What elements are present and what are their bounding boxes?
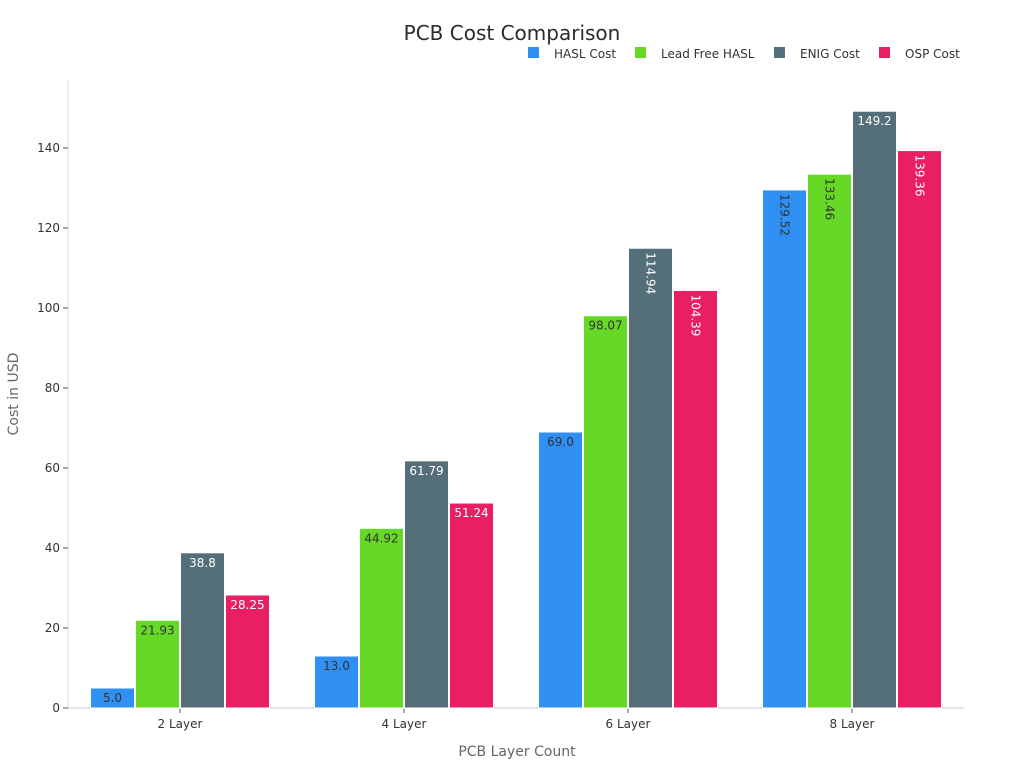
x-tick-label: 8 Layer	[830, 717, 875, 731]
legend-swatch	[879, 47, 890, 58]
bar	[225, 594, 270, 709]
bar-value-label: 5.0	[103, 691, 122, 705]
bar	[538, 431, 583, 709]
y-tick-label: 80	[45, 381, 60, 395]
x-ticks: 2 Layer 4 Layer 6 Layer 8 Layer	[158, 708, 875, 731]
legend-label: HASL Cost	[554, 47, 616, 61]
bar	[762, 189, 807, 709]
legend-swatch	[635, 47, 646, 58]
bar-value-label: 69.0	[547, 435, 574, 449]
bar-value-label: 61.79	[409, 464, 443, 478]
bar	[404, 460, 449, 709]
legend-label: OSP Cost	[905, 47, 960, 61]
bar	[897, 150, 942, 709]
x-tick-label: 4 Layer	[382, 717, 427, 731]
legend-label: ENIG Cost	[800, 47, 860, 61]
chart-title: PCB Cost Comparison	[404, 21, 621, 45]
bar	[449, 502, 494, 709]
bar	[807, 173, 852, 709]
y-tick-label: 40	[45, 541, 60, 555]
bar-value-label: 114.94	[644, 252, 658, 294]
bar	[180, 552, 225, 709]
y-tick-label: 100	[37, 301, 60, 315]
bar-value-label: 104.39	[689, 294, 703, 336]
bar	[583, 315, 628, 709]
bar-value-label: 133.46	[823, 178, 837, 220]
bar	[314, 655, 359, 709]
bar-value-label: 129.52	[778, 194, 792, 236]
x-tick-label: 6 Layer	[606, 717, 651, 731]
y-axis-title: Cost in USD	[6, 353, 22, 436]
bar	[852, 110, 897, 709]
legend-label: Lead Free HASL	[661, 47, 755, 61]
y-tick-label: 120	[37, 221, 60, 235]
bar-value-label: 13.0	[323, 659, 350, 673]
bar	[135, 619, 180, 709]
bar	[673, 289, 718, 709]
bar-value-label: 139.36	[913, 155, 927, 197]
bar	[628, 247, 673, 709]
y-tick-label: 20	[45, 621, 60, 635]
y-tick-label: 60	[45, 461, 60, 475]
bar-value-label: 44.92	[364, 531, 398, 545]
bar	[90, 687, 135, 709]
legend-swatch	[774, 47, 785, 58]
x-axis-title: PCB Layer Count	[458, 744, 576, 760]
legend-swatch	[528, 47, 539, 58]
legend: HASL Cost Lead Free HASL ENIG Cost OSP Cost	[528, 47, 960, 61]
bar-value-label: 38.8	[189, 556, 216, 570]
bar-value-label: 149.2	[857, 114, 891, 128]
y-tick-label: 0	[52, 701, 60, 715]
bars	[90, 110, 942, 709]
bar-value-label: 28.25	[230, 598, 264, 612]
y-tick-label: 140	[37, 141, 60, 155]
data-labels: 5.0 13.0 69.0 129.52 21.93 44.92 98.07 133.46 38…	[103, 114, 927, 705]
bar-value-label: 51.24	[454, 506, 488, 520]
bar-value-label: 21.93	[140, 623, 174, 637]
bar	[359, 527, 404, 709]
x-tick-label: 2 Layer	[158, 717, 203, 731]
bar-value-label: 98.07	[588, 319, 622, 333]
y-ticks: 0 20 40 60 80 100 120 140	[37, 141, 68, 715]
